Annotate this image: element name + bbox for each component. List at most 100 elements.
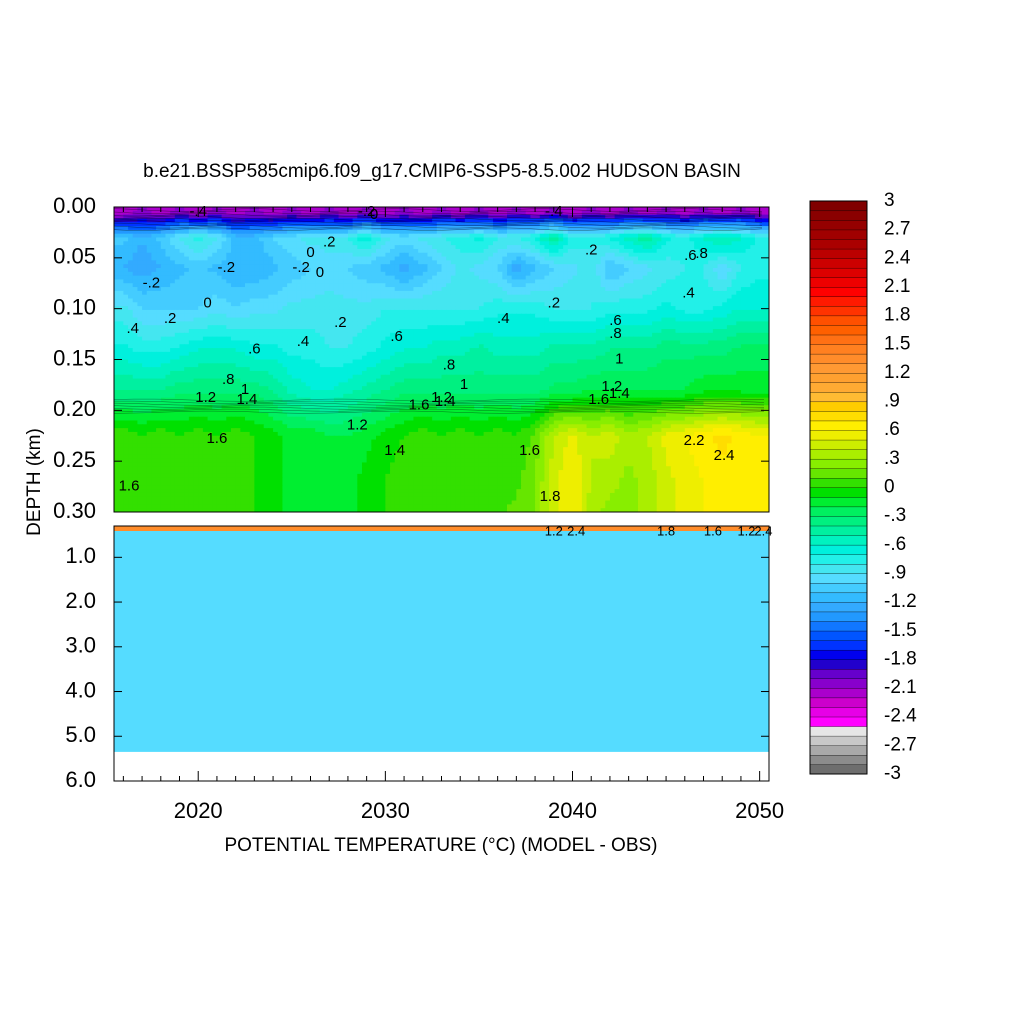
heatmap-cell xyxy=(399,336,405,342)
heatmap-cell xyxy=(408,279,415,284)
heatmap-cell xyxy=(689,283,695,288)
heatmap-cell xyxy=(507,340,513,345)
heatmap-cell xyxy=(446,287,452,292)
heatmap-cell xyxy=(652,287,658,292)
heatmap-cell xyxy=(268,290,274,296)
heatmap-cell xyxy=(413,336,419,342)
heatmap-cell xyxy=(343,237,349,242)
heatmap-cell xyxy=(441,275,447,281)
heatmap-cell xyxy=(530,207,536,212)
heatmap-cell xyxy=(151,283,157,288)
heatmap-cell xyxy=(240,207,246,212)
heatmap-cell xyxy=(422,294,429,300)
heatmap-cell xyxy=(698,241,705,246)
heatmap-cell xyxy=(432,214,438,220)
heatmap-cell xyxy=(497,271,503,277)
heatmap-cell xyxy=(333,237,340,242)
heatmap-cell xyxy=(352,245,358,250)
heatmap-cell xyxy=(207,241,213,246)
heatmap-cell xyxy=(680,279,686,284)
heatmap-cell xyxy=(385,237,391,242)
heatmap-cell xyxy=(174,275,181,281)
heatmap-cell xyxy=(759,317,765,322)
heatmap-cell xyxy=(408,237,415,242)
heatmap-cell xyxy=(305,329,312,334)
heatmap-cell xyxy=(361,287,368,292)
heatmap-cell xyxy=(170,275,176,281)
heatmap-cell xyxy=(661,313,667,319)
heatmap-cell xyxy=(338,306,344,311)
heatmap-cell xyxy=(137,336,143,342)
heatmap-cell xyxy=(230,210,237,216)
heatmap-cell xyxy=(703,264,709,269)
heatmap-cell xyxy=(689,237,695,242)
heatmap-cell xyxy=(385,283,391,288)
heatmap-cell xyxy=(268,317,274,322)
heatmap-cell xyxy=(427,329,433,334)
heatmap-cell xyxy=(469,321,475,326)
heatmap-cell xyxy=(151,229,157,235)
heatmap-cell xyxy=(539,233,546,239)
heatmap-cell xyxy=(399,214,405,220)
heatmap-cell xyxy=(642,275,648,281)
heatmap-cell xyxy=(492,260,499,265)
heatmap-cell xyxy=(352,306,358,311)
heatmap-cell xyxy=(614,207,620,212)
heatmap-cell xyxy=(535,279,541,284)
heatmap-cell xyxy=(394,210,400,216)
heatmap-cell xyxy=(305,222,312,227)
heatmap-cell xyxy=(483,214,489,220)
heatmap-cell xyxy=(521,313,527,319)
heatmap-cell xyxy=(268,306,274,311)
heatmap-cell xyxy=(759,214,765,220)
heatmap-cell xyxy=(666,233,672,239)
heatmap-cell xyxy=(221,207,227,212)
heatmap-cell xyxy=(287,275,293,281)
heatmap-cell xyxy=(319,313,326,319)
heatmap-cell xyxy=(165,248,171,254)
heatmap-cell xyxy=(128,279,134,284)
heatmap-cell xyxy=(380,214,386,220)
heatmap-cell xyxy=(464,256,471,261)
heatmap-cell xyxy=(235,332,241,338)
heatmap-cell xyxy=(385,260,391,265)
heatmap-cell xyxy=(656,290,662,296)
heatmap-cell xyxy=(422,317,429,322)
heatmap-cell xyxy=(249,260,255,265)
heatmap-cell xyxy=(376,256,382,261)
heatmap-cell xyxy=(240,248,246,254)
heatmap-cell xyxy=(240,340,246,345)
heatmap-cell xyxy=(245,233,251,239)
heatmap-cell xyxy=(282,294,288,300)
heatmap-cell xyxy=(539,264,546,269)
heatmap-cell xyxy=(380,332,386,338)
heatmap-cell xyxy=(277,248,284,254)
heatmap-cell xyxy=(478,283,485,288)
heatmap-cell xyxy=(694,294,700,300)
heatmap-cell xyxy=(371,210,377,216)
heatmap-cell xyxy=(497,218,503,223)
heatmap-cell xyxy=(226,241,232,246)
heatmap-cell xyxy=(717,226,723,231)
heatmap-cell xyxy=(469,229,475,235)
heatmap-cell xyxy=(347,275,354,281)
heatmap-cell xyxy=(207,294,213,300)
heatmap-cell xyxy=(591,268,597,273)
heatmap-cell xyxy=(754,302,761,307)
heatmap-cell xyxy=(623,302,630,307)
heatmap-cell xyxy=(366,279,372,284)
heatmap-cell xyxy=(717,298,723,303)
heatmap-cell xyxy=(581,294,588,300)
heatmap-cell xyxy=(661,264,667,269)
heatmap-cell xyxy=(488,241,494,246)
heatmap-cell xyxy=(427,290,433,296)
heatmap-cell xyxy=(376,229,382,235)
heatmap-cell xyxy=(511,317,517,322)
heatmap-cell xyxy=(137,340,143,345)
heatmap-cell xyxy=(497,275,503,281)
heatmap-cell xyxy=(329,298,335,303)
heatmap-cell xyxy=(137,302,143,307)
heatmap-cell xyxy=(750,294,756,300)
heatmap-cell xyxy=(455,336,461,342)
heatmap-cell xyxy=(722,241,728,246)
